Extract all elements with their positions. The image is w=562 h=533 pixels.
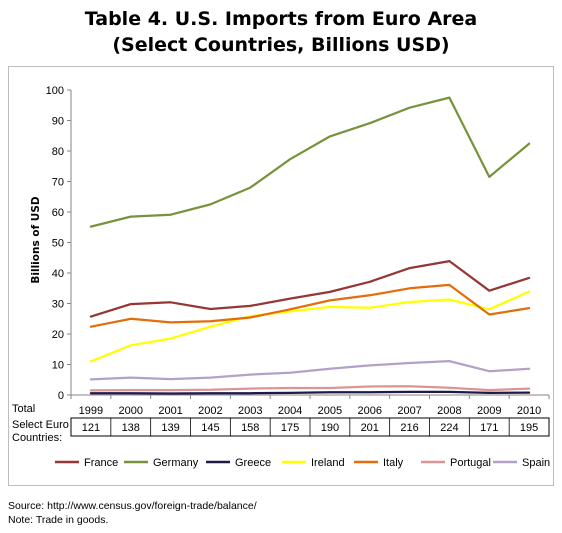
legend-label-ireland: Ireland xyxy=(311,457,345,469)
series-line-portugal xyxy=(89,385,531,392)
y-axis-label: Billions of USD xyxy=(30,196,42,284)
y-tick-label: 100 xyxy=(46,85,64,97)
legend: France Germany Greece Ireland Italy Portugal S… xyxy=(55,457,550,469)
y-tick-label: 70 xyxy=(52,177,64,189)
series-line-germany xyxy=(89,96,531,228)
table-cell-value: 158 xyxy=(241,422,259,434)
series-line-italy xyxy=(89,283,531,328)
x-tick-label: 2000 xyxy=(119,405,143,417)
y-tick-label: 30 xyxy=(52,299,64,311)
series-line-ireland xyxy=(89,290,531,363)
x-tick-label: 2010 xyxy=(517,405,541,417)
table-cell-value: 138 xyxy=(122,422,140,434)
legend-label-germany: Germany xyxy=(153,457,199,469)
x-tick-label: 2005 xyxy=(318,405,342,417)
table-label-line1: Total xyxy=(12,403,35,415)
x-tick-label: 2003 xyxy=(238,405,262,417)
table-cell-value: 190 xyxy=(321,422,339,434)
table-label-line3: Countries: xyxy=(12,432,62,444)
x-tick-label: 2001 xyxy=(158,405,182,417)
legend-label-italy: Italy xyxy=(383,457,404,469)
x-tick-label: 1999 xyxy=(79,405,103,417)
note-line: Note: Trade in goods. xyxy=(8,514,109,526)
table-label-line2: Select Euro xyxy=(12,419,69,431)
y-tick-label: 40 xyxy=(52,268,64,280)
legend-label-france: France xyxy=(84,457,118,469)
series-line-spain xyxy=(89,359,531,381)
table-cell-value: 201 xyxy=(361,422,379,434)
y-tick-label: 20 xyxy=(52,329,64,341)
y-axis: 0 10 20 30 40 50 60 70 80 90 100 xyxy=(46,85,72,402)
table-cell-value: 171 xyxy=(480,422,498,434)
x-tick-label: 2006 xyxy=(358,405,382,417)
x-tick-label: 2008 xyxy=(437,405,461,417)
y-tick-label: 60 xyxy=(52,207,64,219)
table-cell-value: 139 xyxy=(161,422,179,434)
source-note: Source: http://www.census.gov/foreign-tr… xyxy=(8,499,257,527)
legend-label-greece: Greece xyxy=(235,457,271,469)
y-tick-label: 80 xyxy=(52,146,64,158)
source-line: Source: http://www.census.gov/foreign-tr… xyxy=(8,500,257,512)
series-line-france xyxy=(89,259,531,318)
series-lines xyxy=(89,96,531,395)
x-tick-label: 2002 xyxy=(198,405,222,417)
y-tick-label: 50 xyxy=(52,238,64,250)
chart-title-line2: (Select Countries, Billions USD) xyxy=(112,34,450,56)
legend-label-portugal: Portugal xyxy=(450,457,491,469)
table-cell-value: 145 xyxy=(201,422,219,434)
y-tick-label: 10 xyxy=(52,360,64,372)
table-cell-value: 224 xyxy=(440,422,458,434)
table-cell-value: 216 xyxy=(400,422,418,434)
table-cell-value: 195 xyxy=(520,422,538,434)
table-cell-value: 175 xyxy=(281,422,299,434)
y-tick-label: 90 xyxy=(52,116,64,128)
x-tick-label: 2007 xyxy=(397,405,421,417)
y-tick-label: 0 xyxy=(58,390,64,402)
table-cell-value: 121 xyxy=(82,422,100,434)
legend-label-spain: Spain xyxy=(522,457,550,469)
series-line-greece xyxy=(89,390,531,395)
x-tick-label: 2009 xyxy=(477,405,501,417)
x-axis: 1999 2000 2001 2002 2003 2004 2005 2006 2007 2008… xyxy=(70,394,550,417)
chart-title-line1: Table 4. U.S. Imports from Euro Area xyxy=(84,8,478,30)
x-tick-label: 2004 xyxy=(278,405,302,417)
chart-frame xyxy=(8,66,554,486)
